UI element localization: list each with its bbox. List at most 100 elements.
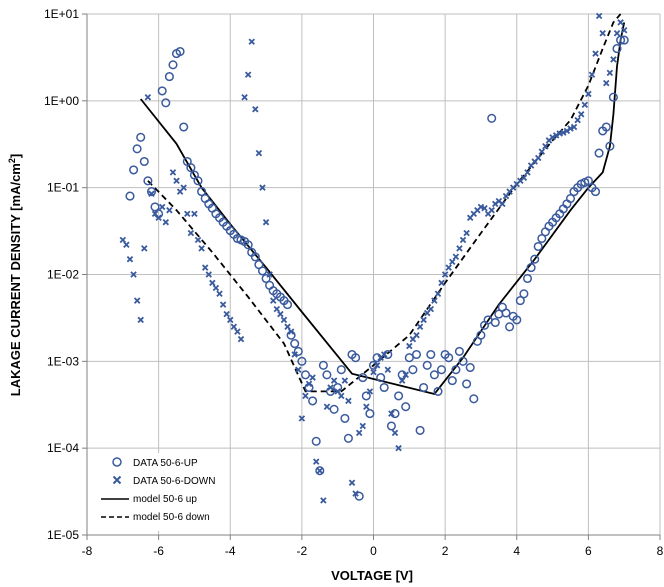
data-point-up: [612, 44, 622, 54]
data-point-up: [465, 362, 475, 373]
data-point-down: [398, 377, 406, 384]
data-point-down: [352, 490, 359, 497]
data-point-down: [434, 290, 442, 298]
data-point-up: [422, 360, 432, 370]
data-point-down: [610, 56, 617, 63]
data-point-up: [161, 98, 171, 108]
data-point-up: [329, 404, 339, 414]
data-point-down: [305, 380, 313, 388]
data-point-up: [415, 425, 425, 435]
legend-x-marker: [112, 475, 122, 485]
data-point-down: [241, 94, 248, 101]
data-point-up: [351, 353, 361, 363]
data-point-up: [386, 421, 396, 431]
data-point-down: [402, 371, 409, 379]
data-point-up: [146, 187, 157, 197]
data-point-down: [291, 351, 298, 358]
data-point-up: [512, 315, 522, 325]
data-point-up: [433, 386, 443, 396]
data-point-down: [406, 342, 413, 350]
data-point-down: [316, 467, 324, 474]
data-point-up: [490, 317, 500, 328]
y-tick-label: 1E+00: [44, 94, 79, 108]
data-point-up: [136, 132, 146, 142]
data-point-down: [449, 258, 456, 266]
data-point-down: [549, 134, 556, 141]
data-point-down: [592, 50, 599, 57]
x-tick-label: -8: [82, 544, 93, 558]
x-axis-title: VOLTAGE [V]: [331, 568, 413, 583]
data-point-down: [248, 38, 255, 45]
data-point-down: [198, 245, 205, 252]
data-point-up: [186, 163, 196, 173]
legend-item-down: DATA 50-6-DOWN: [112, 475, 215, 487]
data-point-down: [381, 351, 388, 358]
data-point-down: [567, 125, 574, 132]
data-point-down: [574, 116, 581, 124]
data-point-down: [212, 284, 220, 292]
data-point-up: [340, 413, 350, 423]
x-tick-label: 8: [657, 544, 664, 558]
y-axis-title-main: LAKAGE CURRENT DENSITY [mA/cm: [8, 163, 23, 396]
data-point-down: [269, 297, 277, 304]
data-point-down: [603, 79, 610, 87]
data-point-up: [469, 394, 479, 404]
data-point-down: [295, 366, 302, 373]
data-point-up: [164, 72, 174, 82]
data-point-down: [431, 297, 438, 304]
data-point-down: [520, 174, 528, 182]
x-tick-label: 6: [585, 544, 592, 558]
data-point-up: [515, 296, 525, 306]
data-point-up: [322, 370, 332, 380]
model-up-line: [139, 22, 626, 396]
data-point-down: [370, 368, 377, 376]
data-point-down: [388, 410, 395, 417]
data-point-up: [336, 365, 346, 375]
data-point-up: [594, 148, 604, 158]
data-point-up: [282, 300, 293, 310]
data-point-down: [355, 429, 363, 437]
data-point-down: [227, 316, 234, 324]
data-point-up: [487, 113, 497, 123]
data-point-down: [413, 331, 420, 339]
data-point-down: [499, 200, 506, 208]
data-point-down: [427, 305, 435, 313]
data-point-down: [219, 301, 227, 308]
data-point-down: [588, 71, 596, 78]
data-point-down: [542, 143, 549, 150]
data-point-up: [451, 365, 461, 375]
data-point-down: [613, 30, 621, 37]
data-point-down: [234, 328, 241, 335]
data-point-up: [179, 122, 189, 132]
data-point-down: [191, 210, 198, 218]
data-point-up: [132, 144, 142, 154]
data-point-down: [341, 377, 349, 384]
data-point-down: [441, 271, 449, 278]
data-point-down: [237, 335, 245, 343]
data-point-up: [193, 176, 203, 186]
data-point-down: [366, 388, 374, 395]
data-point-up: [501, 308, 511, 318]
data-point-down: [420, 316, 427, 324]
data-point-down: [599, 30, 606, 37]
data-point-up: [476, 330, 486, 340]
legend-item-up: DATA 50-6-UP: [112, 457, 198, 469]
data-point-up: [444, 353, 454, 363]
data-point-down: [606, 69, 614, 77]
x-tick-label: 2: [442, 544, 449, 558]
data-point-up: [565, 193, 576, 204]
data-point-down: [617, 19, 624, 26]
data-point-up: [261, 273, 271, 284]
data-point-up: [361, 391, 371, 401]
data-point-up: [143, 176, 153, 186]
data-point-up: [243, 240, 253, 250]
data-point-down: [330, 377, 338, 384]
data-point-down: [201, 264, 209, 271]
data-point-up: [429, 370, 439, 380]
data-point-up: [354, 491, 364, 501]
data-point-up: [619, 35, 629, 45]
data-point-down: [577, 111, 585, 118]
data-point-up: [157, 86, 167, 96]
legend-background: [98, 453, 228, 531]
